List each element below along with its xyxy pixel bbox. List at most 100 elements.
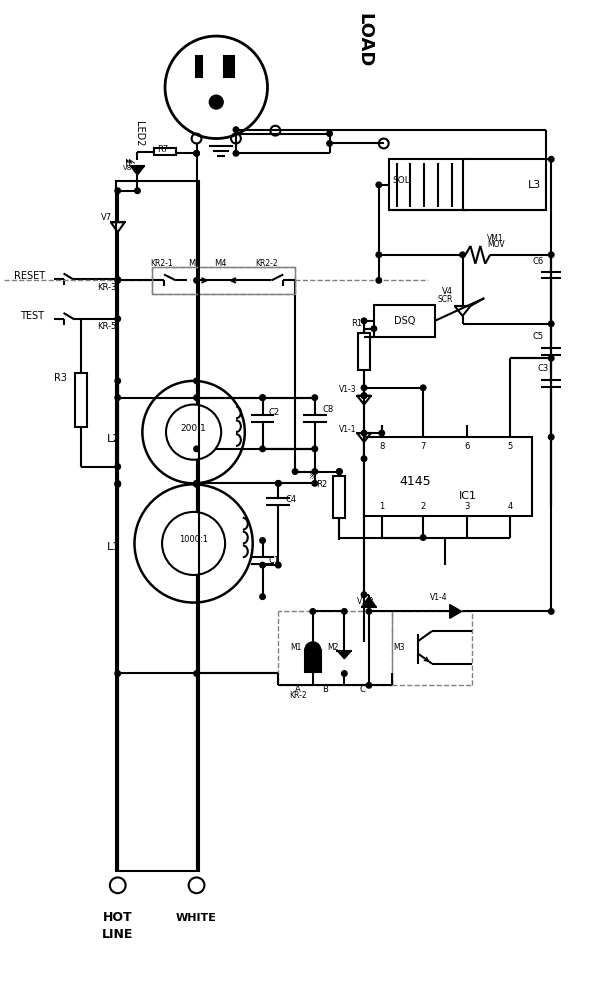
Circle shape bbox=[260, 395, 265, 400]
Circle shape bbox=[305, 642, 320, 658]
Text: LINE: LINE bbox=[102, 928, 134, 941]
Bar bbox=[358, 333, 370, 370]
Text: 7: 7 bbox=[420, 442, 426, 451]
Circle shape bbox=[194, 481, 199, 486]
Circle shape bbox=[361, 393, 367, 398]
Text: SOL: SOL bbox=[392, 176, 410, 185]
Text: KR2-1: KR2-1 bbox=[150, 259, 173, 268]
Text: R3: R3 bbox=[54, 373, 66, 383]
Bar bbox=[374, 305, 435, 337]
Text: C4: C4 bbox=[285, 495, 297, 504]
Circle shape bbox=[115, 378, 120, 384]
Text: B: B bbox=[322, 685, 328, 694]
Bar bbox=[154, 148, 176, 155]
Circle shape bbox=[194, 378, 199, 384]
Bar bbox=[364, 437, 531, 516]
Text: KR-5: KR-5 bbox=[97, 322, 116, 331]
Text: C8: C8 bbox=[323, 405, 334, 414]
Circle shape bbox=[194, 278, 199, 283]
Text: 200:1: 200:1 bbox=[181, 424, 207, 433]
Circle shape bbox=[361, 385, 367, 391]
Bar bbox=[334, 476, 345, 518]
Circle shape bbox=[194, 482, 199, 487]
Text: 6: 6 bbox=[465, 442, 470, 451]
Circle shape bbox=[549, 355, 554, 361]
Circle shape bbox=[549, 156, 554, 162]
Text: RESET: RESET bbox=[14, 271, 46, 281]
Text: M1: M1 bbox=[290, 643, 301, 652]
Circle shape bbox=[361, 393, 367, 398]
Bar bbox=[195, 56, 202, 77]
Circle shape bbox=[276, 481, 281, 486]
Text: WHITE: WHITE bbox=[176, 913, 217, 923]
Text: V1-3: V1-3 bbox=[340, 385, 357, 394]
Bar bbox=[152, 267, 295, 294]
Circle shape bbox=[115, 316, 120, 322]
Circle shape bbox=[337, 469, 342, 474]
Text: V1-4: V1-4 bbox=[430, 593, 447, 602]
Polygon shape bbox=[450, 605, 462, 618]
Circle shape bbox=[115, 464, 120, 469]
Circle shape bbox=[115, 671, 120, 676]
Text: 4145: 4145 bbox=[400, 475, 431, 488]
Text: C: C bbox=[359, 685, 365, 694]
Bar bbox=[305, 650, 320, 672]
Circle shape bbox=[549, 609, 554, 614]
Text: MOV: MOV bbox=[487, 240, 505, 249]
Circle shape bbox=[260, 538, 265, 543]
Text: M4: M4 bbox=[214, 259, 227, 268]
Circle shape bbox=[276, 562, 281, 568]
Circle shape bbox=[194, 481, 199, 486]
Text: C3: C3 bbox=[537, 364, 549, 373]
Bar bbox=[462, 159, 546, 210]
Circle shape bbox=[337, 469, 342, 474]
Text: 1000:1: 1000:1 bbox=[179, 535, 208, 544]
Circle shape bbox=[361, 592, 367, 597]
Circle shape bbox=[310, 609, 316, 614]
Text: C2: C2 bbox=[268, 408, 280, 417]
Bar bbox=[224, 56, 234, 77]
Circle shape bbox=[135, 188, 140, 194]
Text: LOAD: LOAD bbox=[355, 13, 373, 68]
Text: M3: M3 bbox=[394, 643, 405, 652]
Polygon shape bbox=[362, 597, 376, 607]
Text: KR-2: KR-2 bbox=[289, 691, 307, 700]
Circle shape bbox=[260, 562, 265, 568]
Bar bbox=[389, 159, 467, 210]
Circle shape bbox=[194, 395, 199, 400]
Circle shape bbox=[366, 609, 372, 614]
Text: 1: 1 bbox=[379, 502, 385, 511]
Circle shape bbox=[420, 385, 426, 391]
Circle shape bbox=[366, 683, 372, 688]
Text: 2: 2 bbox=[420, 502, 426, 511]
Text: C6: C6 bbox=[533, 257, 544, 266]
Text: V1-2: V1-2 bbox=[357, 597, 374, 606]
Circle shape bbox=[379, 430, 385, 436]
Text: HOT: HOT bbox=[103, 911, 132, 924]
Circle shape bbox=[549, 252, 554, 258]
Text: R7: R7 bbox=[158, 145, 169, 154]
Circle shape bbox=[292, 469, 298, 474]
Circle shape bbox=[361, 318, 367, 324]
Circle shape bbox=[210, 95, 223, 109]
Text: SCR: SCR bbox=[438, 295, 453, 304]
Text: TEST: TEST bbox=[20, 311, 44, 321]
Text: VM1: VM1 bbox=[487, 234, 504, 243]
Circle shape bbox=[341, 671, 347, 676]
Circle shape bbox=[194, 151, 199, 156]
Circle shape bbox=[115, 278, 120, 283]
Text: 8: 8 bbox=[379, 442, 385, 451]
Circle shape bbox=[115, 481, 120, 486]
Text: L2: L2 bbox=[107, 434, 120, 444]
Text: KR-3: KR-3 bbox=[97, 283, 116, 292]
Text: R1: R1 bbox=[351, 319, 362, 328]
Circle shape bbox=[166, 405, 221, 460]
Circle shape bbox=[376, 278, 382, 283]
Circle shape bbox=[312, 481, 317, 486]
Circle shape bbox=[327, 141, 332, 146]
Circle shape bbox=[460, 252, 465, 258]
Circle shape bbox=[233, 127, 239, 132]
Circle shape bbox=[194, 446, 199, 452]
Circle shape bbox=[312, 395, 317, 400]
Text: V8: V8 bbox=[123, 165, 132, 171]
